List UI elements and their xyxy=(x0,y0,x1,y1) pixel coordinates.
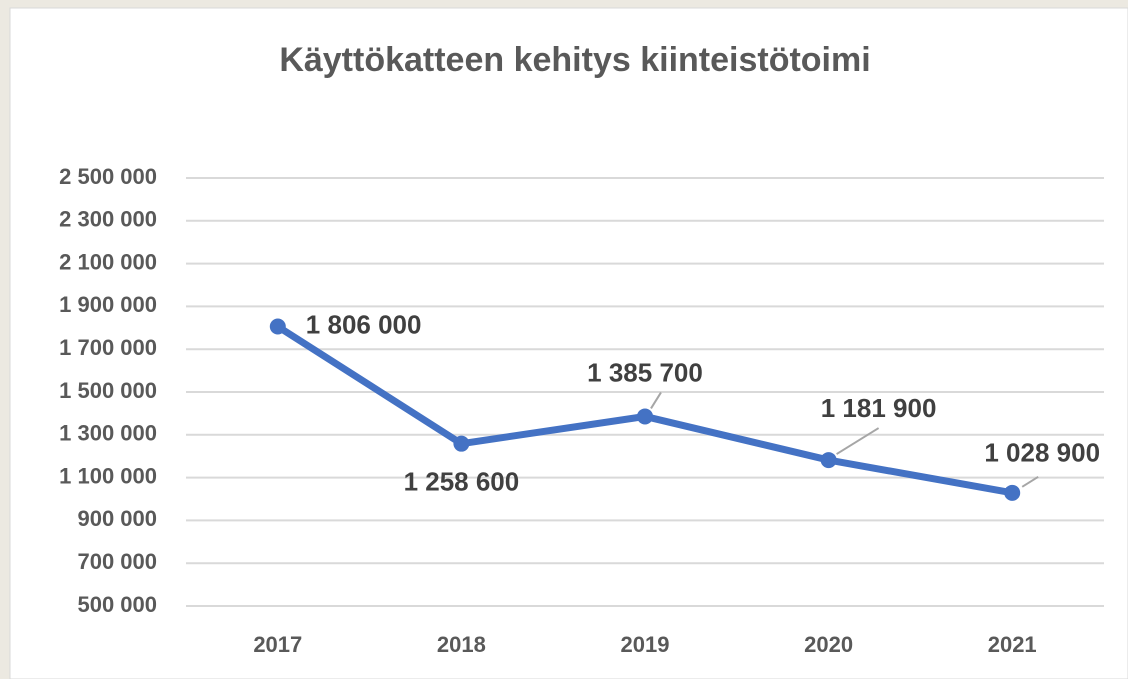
data-label: 1 385 700 xyxy=(587,357,703,387)
x-tick-label: 2019 xyxy=(621,632,670,657)
y-tick-label: 1 900 000 xyxy=(59,292,157,317)
y-tick-label: 1 500 000 xyxy=(59,378,157,403)
y-tick-label: 500 000 xyxy=(77,592,157,617)
leader-line xyxy=(650,391,662,409)
y-tick-label: 1 300 000 xyxy=(59,421,157,446)
marker xyxy=(1004,484,1021,501)
y-tick-label: 900 000 xyxy=(77,506,157,531)
x-tick-label: 2020 xyxy=(804,632,853,657)
marker xyxy=(637,408,653,425)
marker xyxy=(453,435,470,452)
x-tick-label: 2021 xyxy=(988,632,1037,657)
y-tick-label: 700 000 xyxy=(77,549,157,574)
data-label: 1 028 900 xyxy=(984,438,1100,468)
data-label: 1 258 600 xyxy=(404,467,520,497)
x-tick-label: 2018 xyxy=(437,632,486,657)
marker xyxy=(820,452,837,469)
y-tick-label: 1 100 000 xyxy=(59,463,157,488)
chart-area xyxy=(9,7,1128,679)
leader-line xyxy=(836,427,880,455)
marker xyxy=(269,318,286,335)
y-tick-label: 2 300 000 xyxy=(59,207,157,232)
leader-line xyxy=(1021,475,1039,488)
chart-title: Käyttökatteen kehitys kiinteistötoimi xyxy=(279,41,870,79)
x-tick-label: 2017 xyxy=(253,632,302,657)
data-label: 1 181 900 xyxy=(821,393,937,423)
y-tick-label: 2 100 000 xyxy=(59,249,157,274)
y-tick-label: 2 500 000 xyxy=(59,164,157,189)
y-tick-label: 1 700 000 xyxy=(59,335,157,360)
data-label: 1 806 000 xyxy=(306,309,422,339)
